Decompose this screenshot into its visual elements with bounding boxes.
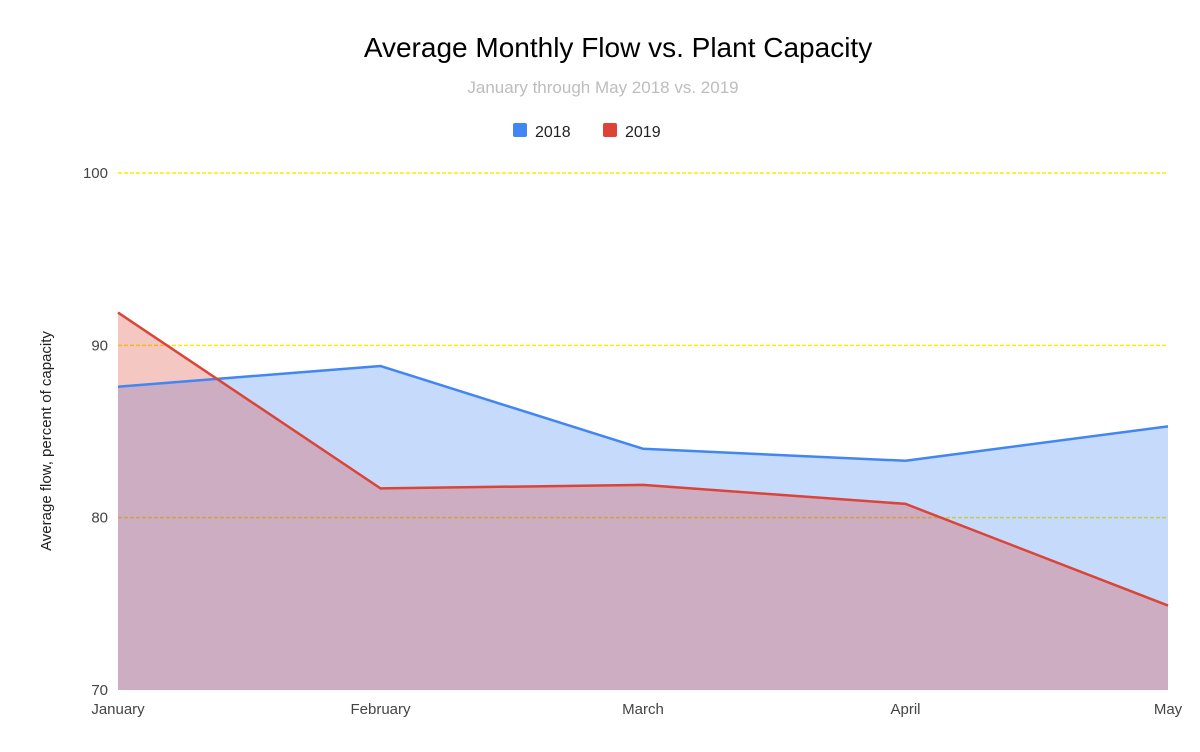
x-tick-label: February xyxy=(350,701,411,718)
x-tick-label: April xyxy=(890,701,920,718)
legend-item-2019[interactable]: 2019 xyxy=(603,123,661,141)
legend: 2018 2019 xyxy=(513,123,661,141)
legend-swatch xyxy=(513,123,527,137)
y-tick-label: 80 xyxy=(91,510,108,527)
legend-swatch xyxy=(603,123,617,137)
y-tick-label: 90 xyxy=(91,337,108,354)
chart-title: Average Monthly Flow vs. Plant Capacity xyxy=(364,32,872,63)
x-tick-label: January xyxy=(91,701,145,718)
legend-label: 2018 xyxy=(535,124,571,141)
x-tick-label: March xyxy=(622,701,664,718)
y-tick-label: 100 xyxy=(83,165,108,182)
gridlines xyxy=(118,172,1168,519)
legend-label: 2019 xyxy=(625,124,661,141)
y-axis: 70 80 90 100 xyxy=(83,165,108,699)
x-tick-label: May xyxy=(1154,701,1183,718)
y-tick-label: 70 xyxy=(91,682,108,699)
chart-subtitle: January through May 2018 vs. 2019 xyxy=(467,78,738,97)
area-2018 xyxy=(118,366,1168,690)
legend-item-2018[interactable]: 2018 xyxy=(513,123,571,141)
x-axis: January February March April May xyxy=(91,701,1182,718)
area-2019 xyxy=(118,312,1168,690)
y-axis-title: Average flow, percent of capacity xyxy=(38,331,55,551)
plot-area xyxy=(117,311,1169,690)
